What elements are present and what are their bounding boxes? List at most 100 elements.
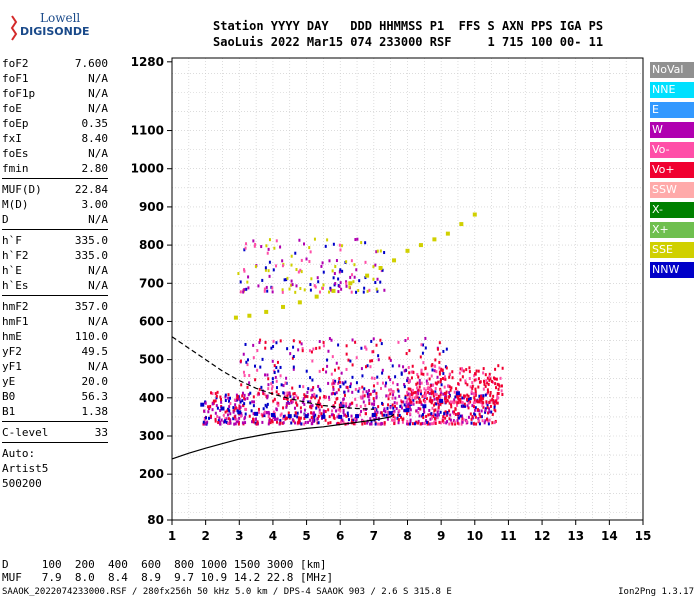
echo-point xyxy=(482,367,485,371)
echo-point xyxy=(428,422,431,426)
echo-point xyxy=(444,377,447,381)
echo-point xyxy=(370,419,373,423)
echo-point xyxy=(461,375,464,379)
echo-point xyxy=(284,395,287,399)
echo-point xyxy=(377,416,380,420)
param-row-hme: hmE 110.0 xyxy=(2,329,108,344)
echo-point xyxy=(488,378,491,382)
echo-point xyxy=(227,408,230,412)
echo-point xyxy=(463,396,466,400)
echo-point xyxy=(457,422,460,426)
echo-point xyxy=(383,413,386,417)
autoscale-line: Artist5 xyxy=(2,462,49,475)
echo-point xyxy=(469,412,472,416)
echo-point xyxy=(473,392,476,396)
param-label: hmE xyxy=(2,330,22,343)
echo-point xyxy=(343,393,346,397)
echo-point xyxy=(252,239,255,243)
echo-point xyxy=(267,269,270,273)
echo-point xyxy=(237,395,240,399)
echo-point xyxy=(272,399,275,403)
echo-point xyxy=(371,402,374,406)
echo-point xyxy=(252,343,255,347)
echo-point xyxy=(337,382,340,386)
echo-point xyxy=(386,417,389,421)
echo-point xyxy=(270,346,273,350)
echo-point xyxy=(267,414,270,418)
echo-point xyxy=(332,276,335,280)
echo-point xyxy=(492,399,495,403)
echo-point xyxy=(381,368,384,372)
echo-point xyxy=(369,359,372,363)
echo-point xyxy=(493,403,496,407)
echo-point xyxy=(241,391,244,395)
echo-point xyxy=(395,407,398,411)
echo-point xyxy=(268,274,271,278)
echo-point xyxy=(473,396,476,400)
echo-point xyxy=(426,420,429,424)
echo-point xyxy=(253,417,256,421)
echo-point xyxy=(439,392,442,396)
echo-point xyxy=(489,391,492,395)
echo-point xyxy=(393,422,396,426)
echo-point xyxy=(497,387,500,391)
echo-point xyxy=(459,414,462,418)
echo-point xyxy=(318,340,321,344)
echo-point xyxy=(205,416,208,420)
param-row-foe: foE N/A xyxy=(2,101,108,116)
echo-point xyxy=(480,401,483,405)
echo-point xyxy=(318,290,321,294)
echo-point xyxy=(302,399,305,403)
echo-point xyxy=(281,259,284,263)
echo-point xyxy=(482,394,485,398)
echo-point xyxy=(462,418,465,422)
echo-point xyxy=(303,408,306,412)
param-value: 1.38 xyxy=(81,405,109,418)
echo-point xyxy=(207,410,210,414)
echo-point xyxy=(262,391,265,395)
echo-point xyxy=(437,399,440,403)
echo-point xyxy=(401,418,404,422)
echo-point xyxy=(260,385,263,389)
echo-point xyxy=(416,372,419,376)
echo-point xyxy=(439,389,442,393)
echo-point xyxy=(376,289,379,293)
legend-item-nnw: NNW xyxy=(650,262,694,278)
echo-point xyxy=(352,418,355,422)
echo-point xyxy=(355,381,358,385)
echo-point xyxy=(383,251,386,255)
echo-point xyxy=(288,287,291,291)
echo-point xyxy=(327,381,330,385)
echo-point xyxy=(416,395,419,399)
echo-point xyxy=(254,378,257,382)
echo-point xyxy=(349,359,352,363)
echo-point xyxy=(357,389,360,393)
echo-point xyxy=(235,417,238,421)
echo-point xyxy=(262,407,265,411)
echo-point xyxy=(492,380,495,384)
echo-point xyxy=(251,420,254,424)
param-row-hmf1: hmF1 N/A xyxy=(2,314,108,329)
echo-point xyxy=(372,384,375,388)
echo-point xyxy=(270,382,273,386)
echo-point xyxy=(402,365,405,369)
trace-point xyxy=(247,313,252,318)
trace-point xyxy=(432,237,437,242)
trace-point xyxy=(237,410,242,415)
echo-point xyxy=(242,290,245,294)
echo-point xyxy=(219,408,222,412)
echo-point xyxy=(433,392,436,396)
echo-point xyxy=(313,392,316,396)
echo-point xyxy=(309,376,312,380)
echo-point xyxy=(490,380,493,384)
echo-point xyxy=(279,374,282,378)
echo-point xyxy=(418,378,421,382)
echo-point xyxy=(307,400,310,404)
echo-point xyxy=(443,391,446,395)
trace-point xyxy=(314,294,319,299)
echo-point xyxy=(294,290,297,294)
echo-point xyxy=(316,417,319,421)
echo-point xyxy=(487,419,490,423)
x-tick-label: 3 xyxy=(235,529,243,543)
echo-point xyxy=(267,387,270,391)
